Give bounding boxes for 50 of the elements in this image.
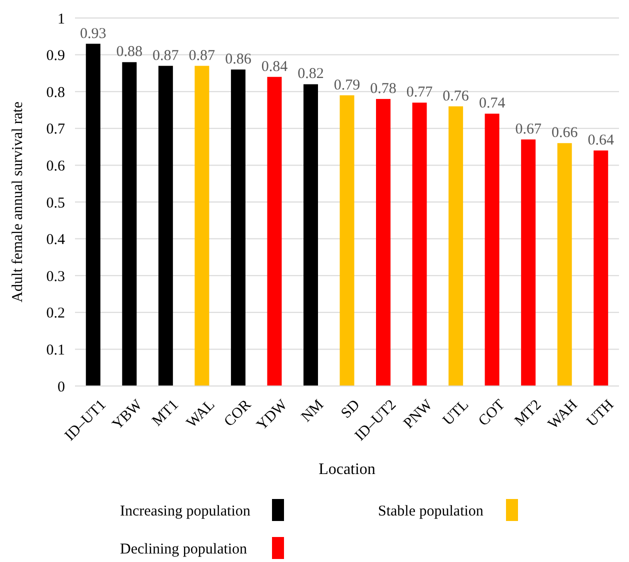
- y-tick-label: 0.9: [46, 48, 65, 64]
- bar: [158, 66, 173, 386]
- y-tick-label: 0.5: [46, 195, 65, 212]
- y-tick-label: 0.1: [46, 342, 65, 358]
- data-label: 0.87: [152, 48, 180, 64]
- bar: [303, 84, 318, 386]
- bar: [412, 102, 427, 386]
- x-tick-label: UTL: [440, 396, 472, 429]
- bar: [86, 44, 100, 386]
- x-tick-label: COR: [221, 396, 254, 430]
- x-tick-label: NM: [298, 396, 327, 426]
- data-label: 0.88: [116, 44, 143, 60]
- y-tick-label: 1: [58, 11, 65, 28]
- x-axis-title: Location: [318, 461, 376, 478]
- bar: [557, 143, 572, 386]
- bar: [194, 66, 210, 386]
- data-label: 0.66: [551, 125, 578, 142]
- bar: [267, 76, 282, 386]
- y-tick-label: 0.3: [46, 268, 65, 285]
- bar: [340, 95, 354, 386]
- bar: [376, 98, 391, 386]
- data-label: 0.93: [80, 26, 106, 42]
- y-tick-label: 0.7: [46, 122, 66, 138]
- y-tick-label: 0.8: [46, 84, 65, 101]
- x-tick-label: WAL: [184, 396, 218, 432]
- data-label: 0.79: [334, 77, 360, 94]
- data-label: 0.77: [406, 84, 434, 101]
- data-label: 0.67: [515, 121, 542, 138]
- bar: [448, 106, 464, 386]
- legend-label: Stable population: [378, 503, 484, 520]
- bar: [521, 139, 536, 386]
- data-label: 0.82: [298, 66, 324, 82]
- y-tick-label: 0.6: [46, 158, 66, 174]
- data-label: 0.84: [261, 58, 288, 75]
- bar: [122, 62, 137, 386]
- bar: [484, 114, 500, 386]
- y-tick-label: 0: [58, 379, 65, 396]
- data-label: 0.76: [442, 88, 470, 104]
- y-tick-label: 0.2: [46, 306, 65, 322]
- data-label: 0.74: [478, 96, 506, 112]
- bar: [230, 70, 246, 386]
- legend-label: Declining population: [120, 541, 248, 558]
- data-label: 0.87: [188, 48, 216, 64]
- data-label: 0.86: [225, 52, 252, 68]
- legend-label: Increasing population: [120, 503, 251, 520]
- y-axis-title: Adult female annual survival rate: [10, 101, 26, 302]
- bar: [594, 150, 608, 386]
- data-label: 0.64: [588, 132, 614, 148]
- data-label: 0.78: [370, 80, 396, 97]
- y-tick-label: 0.4: [46, 232, 66, 248]
